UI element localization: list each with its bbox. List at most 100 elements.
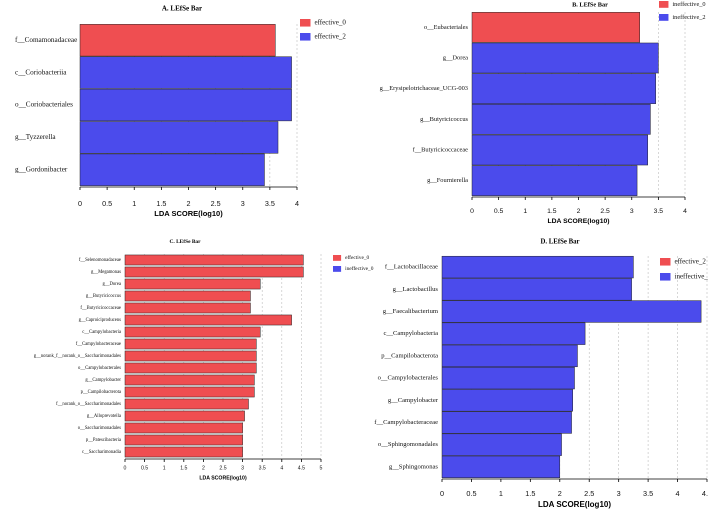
bar-ineffective_2 (441, 322, 586, 345)
bar-ineffective_0 (471, 12, 640, 43)
x-tick-label: 1 (132, 199, 136, 208)
bar-ineffective_2 (471, 134, 648, 166)
legend-swatch (300, 19, 311, 27)
legend-swatch (333, 255, 342, 261)
bar-ineffective_0 (124, 398, 249, 410)
category-label: p__Campilobacterota (381, 352, 438, 359)
category-label: c__Campylobacteria (383, 330, 438, 337)
x-tick-label: 1 (163, 465, 166, 471)
chart-panel-b: B. LEfSe Bar o__Eubacteriales g__Dorea g__E… (380, 1, 706, 225)
bar-effective_2 (441, 255, 634, 279)
category-label: o__Sphingomonadales (378, 441, 439, 448)
bar-ineffective_2 (441, 366, 575, 390)
bar-ineffective_0 (124, 350, 257, 362)
category-label: g__Gordonibacter (15, 165, 68, 173)
x-tick-label: 0.5 (494, 208, 504, 215)
bar-effective_0 (124, 254, 304, 266)
category-label: f__Campylobacteraceae (374, 419, 438, 426)
x-axis-title: LDA SCORE(log10) (538, 500, 611, 509)
category-label: c__Coriobacteriia (15, 68, 67, 76)
category-label: p__Patescibacteria (86, 438, 122, 443)
bar-ineffective_0 (124, 422, 243, 434)
category-label: o__Campylobacterales (378, 375, 439, 382)
category-label: p__Campilobacterota (81, 390, 122, 395)
x-tick-label: 4.5 (298, 465, 305, 471)
bar-effective_0 (124, 278, 261, 290)
legend-swatch (660, 258, 671, 266)
category-label: g__Butyricicoccus (420, 116, 468, 123)
category-label: g__Erysipelotrichaceae_UCG-003 (380, 85, 468, 92)
category-label: f__Butyricicoccaceae (413, 146, 469, 153)
bar-effective_2 (79, 88, 292, 122)
bar-ineffective_0 (124, 338, 257, 350)
x-tick-label: 3 (241, 199, 245, 208)
legend-label: ineffective_2 (672, 14, 705, 21)
x-tick-label: 3 (630, 208, 634, 215)
category-label: g__Dorea (103, 282, 122, 287)
chart-panel-c: C. LEfSe Bar f__Selenomonadaceae g__Megamo… (34, 239, 374, 481)
bar-ineffective_0 (124, 410, 245, 422)
x-tick-label: 4 (280, 465, 283, 471)
x-tick-label: 2 (558, 489, 562, 498)
x-tick-label: 1 (523, 208, 527, 215)
x-tick-label: 0 (78, 199, 82, 208)
chart-title: A. LEfSe Bar (162, 5, 202, 13)
category-label: g__Campylobacter (388, 397, 439, 404)
x-tick-label: 0 (470, 208, 474, 215)
x-axis-title: LDA SCORE(log10) (199, 475, 247, 481)
category-label: o__Coriobacteriales (15, 101, 73, 109)
chart-panel-d: D. LEfSe Bar f__Lactobacillaceae g__Lactob… (374, 239, 708, 510)
bar-ineffective_2 (471, 104, 651, 135)
legend-swatch (659, 1, 669, 8)
bar-ineffective_2 (471, 165, 638, 196)
x-tick-label: 3.5 (643, 489, 653, 498)
bar-ineffective_2 (441, 433, 562, 456)
legend-label: effective_0 (345, 254, 369, 261)
bar-effective_0 (79, 24, 276, 57)
chart-title: D. LEfSe Bar (540, 239, 579, 246)
bar-effective_2 (79, 121, 279, 154)
legend-swatch (659, 14, 669, 21)
bar-ineffective_2 (441, 389, 573, 412)
category-label: o__Eubacteriales (424, 24, 469, 31)
category-label: f__Selenomonadaceae (79, 258, 121, 263)
x-axis-title: LDA SCORE(log10) (154, 209, 223, 218)
x-axis-title: LDA SCORE(log10) (547, 218, 609, 225)
bar-effective_0 (124, 290, 251, 302)
category-label: g__Campylobacter (85, 378, 121, 383)
category-label: g__Dorea (443, 54, 468, 61)
bar-ineffective_2 (441, 344, 578, 368)
category-label: c__Campylobacteria (82, 330, 122, 335)
legend-label: effective_0 (315, 18, 347, 26)
x-tick-label: 1.5 (180, 465, 187, 471)
x-tick-label: 2.5 (600, 208, 610, 215)
x-tick-label: 4 (683, 208, 687, 215)
bar-effective_2 (441, 278, 632, 301)
category-label: f__Lactobacillaceae (385, 264, 438, 271)
bar-ineffective_0 (124, 374, 255, 386)
category-label: f__Comamonadaceae (15, 36, 77, 44)
category-label: o__Saccharimonadales (78, 426, 121, 431)
x-tick-label: 1.5 (547, 208, 557, 215)
bar-ineffective_0 (124, 326, 261, 338)
category-label: c__Saccharimonadia (82, 450, 122, 455)
category-label: g__norank_f__norank_o__Saccharimonadales (34, 354, 121, 359)
chart-title: B. LEfSe Bar (572, 1, 608, 8)
bar-ineffective_0 (124, 386, 255, 398)
bar-ineffective_0 (124, 314, 292, 326)
x-tick-label: 0 (124, 465, 127, 471)
x-tick-label: 2.5 (584, 489, 594, 498)
category-label: o__Campylobacterales (78, 366, 121, 371)
x-tick-label: 4 (676, 489, 680, 498)
bar-effective_0 (124, 302, 251, 314)
bar-effective_2 (79, 153, 265, 186)
bar-ineffective_0 (124, 434, 243, 446)
category-label: g__Lactobacillus (393, 286, 439, 293)
x-tick-label: 3 (617, 489, 621, 498)
x-tick-label: 3.5 (259, 465, 266, 471)
category-label: g__Faecalibacterium (383, 308, 439, 315)
x-tick-label: 2 (202, 465, 205, 471)
x-tick-label: 0 (440, 489, 444, 498)
legend-swatch (660, 273, 671, 281)
